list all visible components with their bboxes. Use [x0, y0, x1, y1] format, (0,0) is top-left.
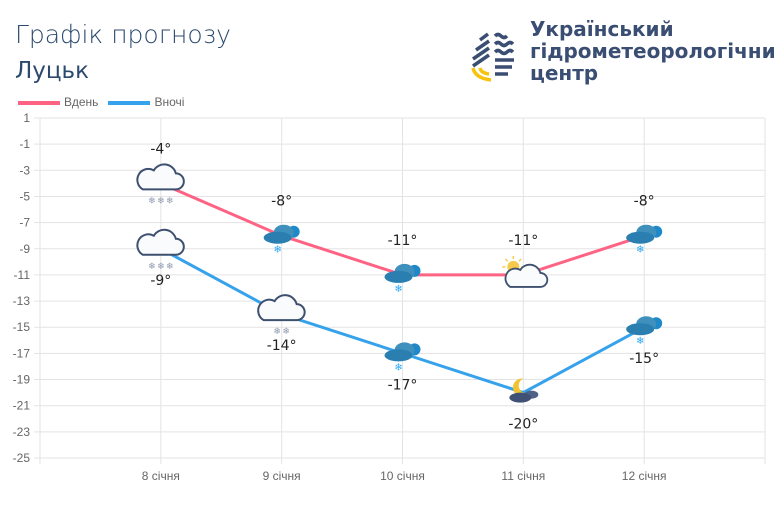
cloud-shape — [504, 263, 549, 288]
clouds-snow-icon: ❄ — [263, 224, 300, 256]
city-name: Луцьк — [15, 58, 90, 84]
moon-clouds-icon — [509, 378, 539, 403]
sun-cloud-icon — [502, 255, 549, 288]
snowflake-glyph: ❄ — [166, 195, 174, 205]
data-label: -15° — [629, 351, 659, 367]
snowflake-glyph: ❄ — [636, 336, 644, 347]
x-tick-label: 11 січня — [501, 469, 545, 483]
x-tick-label: 12 січня — [622, 469, 667, 483]
y-tick-label: -11 — [14, 268, 31, 282]
y-tick-label: -9 — [19, 242, 30, 256]
data-label: -9° — [150, 273, 171, 289]
page-title: Графік прогнозу — [15, 20, 231, 49]
y-tick-label: -3 — [19, 163, 30, 177]
logo-line: центр — [530, 61, 599, 85]
cloud-snow-heavy-icon: ❄ ❄ ❄ — [136, 228, 185, 271]
logo-line: Український — [530, 17, 674, 41]
cloud-snow-heavy-icon: ❄ ❄ ❄ — [136, 163, 185, 205]
data-label: -14° — [267, 338, 297, 354]
snowflake-glyph: ❄ — [273, 245, 281, 256]
data-label: -8° — [271, 194, 292, 210]
logo-line: гідрометеорологічний — [530, 39, 777, 63]
snowflake-glyph: ❄ — [394, 362, 402, 373]
snowflake-glyph: ❄ — [394, 284, 402, 295]
data-label: -20° — [508, 417, 538, 433]
cloud-part — [384, 349, 413, 362]
y-tick-label: -7 — [19, 216, 30, 230]
chart-legend: Вдень Вночі — [18, 95, 184, 109]
logo-text: Український гідрометеорологічний центр — [530, 18, 777, 84]
y-tick-label: -25 — [13, 451, 31, 465]
legend-label: Вдень — [64, 95, 99, 109]
cloud-shape — [136, 163, 185, 191]
legend-label: Вночі — [154, 95, 185, 109]
y-tick-label: -23 — [13, 425, 31, 439]
snowflake-glyph: ❄ — [157, 261, 165, 271]
snowflake-glyph: ❄ — [282, 326, 290, 336]
y-tick-label: -13 — [13, 294, 31, 308]
x-tick-label: 10 січня — [380, 469, 425, 483]
y-tick-label: 1 — [23, 111, 30, 125]
hydromet-logo-icon — [471, 32, 515, 82]
clouds-snow-icon: ❄ — [384, 342, 421, 373]
snowflake-glyph: ❄ — [166, 261, 174, 271]
data-label: -17° — [388, 377, 418, 393]
clouds-snow-icon: ❄ — [626, 224, 663, 256]
clouds-snow-icon: ❄ — [384, 263, 421, 295]
y-tick-label: -17 — [13, 346, 31, 360]
data-label: -11° — [508, 233, 538, 249]
cloud-part — [626, 323, 655, 336]
data-label: -8° — [634, 194, 655, 210]
cloud-shape — [136, 228, 185, 256]
snowflake-glyph: ❄ — [148, 261, 156, 271]
cloud-part — [626, 231, 655, 244]
snowflake-glyph: ❄ — [157, 195, 165, 205]
cloud-part — [509, 392, 532, 403]
cloud-snow-light-icon: ❄ ❄ — [257, 294, 306, 336]
y-tick-label: -21 — [13, 399, 31, 413]
snowflake-glyph: ❄ — [636, 245, 644, 256]
legend-item-day[interactable]: Вдень — [18, 95, 98, 109]
data-label: -4° — [150, 141, 171, 157]
sun-ray — [518, 258, 522, 262]
moon-shape — [512, 378, 530, 397]
snowflake-glyph: ❄ — [148, 195, 156, 205]
clouds-snow-icon: ❄ — [626, 316, 663, 347]
data-label: -11° — [388, 233, 418, 249]
legend-item-night[interactable]: Вночі — [108, 95, 184, 109]
cloud-shape — [257, 294, 306, 322]
y-tick-label: -19 — [13, 373, 31, 387]
x-tick-label: 9 січня — [263, 469, 301, 483]
y-tick-label: -5 — [19, 189, 30, 203]
x-tick-label: 8 січня — [142, 469, 180, 483]
y-tick-label: -15 — [13, 320, 31, 334]
snowflake-glyph: ❄ — [273, 326, 281, 336]
cloud-part — [263, 231, 292, 244]
sun-ray — [505, 258, 509, 262]
cloud-part — [384, 270, 413, 283]
y-tick-label: -1 — [19, 137, 30, 151]
